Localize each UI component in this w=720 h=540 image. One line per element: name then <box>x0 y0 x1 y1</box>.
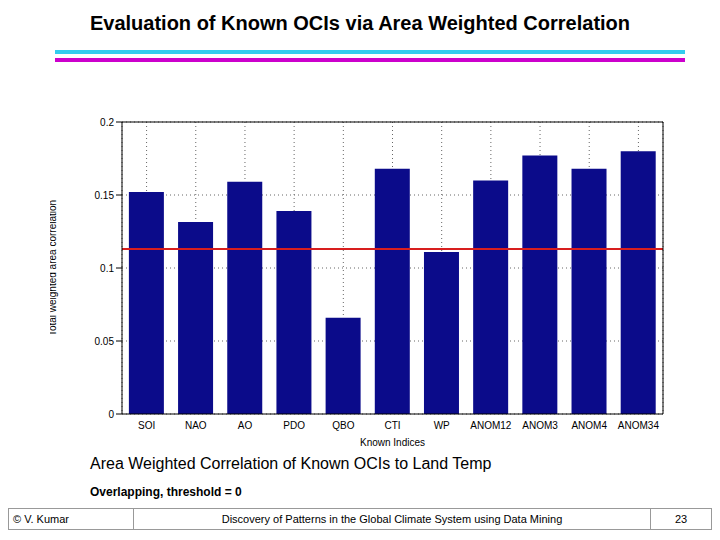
svg-text:PDO: PDO <box>283 420 305 431</box>
html-text:Evaluation of Known OCIs via A: Evaluation of Known OCIs via Area Weight… <box>90 12 630 34</box>
html-text:23: 23 <box>674 513 688 525</box>
svg-text:AO: AO <box>238 420 253 431</box>
svg-text:0.2: 0.2 <box>100 117 114 128</box>
svg-text:0.05: 0.05 <box>95 336 115 347</box>
svg-text:Total weighted area correlatio: Total weighted area correlation <box>50 200 58 336</box>
svg-text:QBO: QBO <box>332 420 354 431</box>
svg-text:ANOM12: ANOM12 <box>470 420 512 431</box>
svg-text:0.15: 0.15 <box>95 190 115 201</box>
svg-text:ANOM34: ANOM34 <box>618 420 660 431</box>
svg-text:Known Indices: Known Indices <box>360 437 425 448</box>
svg-text:SOI: SOI <box>138 420 155 431</box>
html-text:Discovery of Patterns in the G: Discovery of Patterns in the Global Clim… <box>221 513 563 525</box>
svg-text:NAO: NAO <box>185 420 207 431</box>
svg-text:CTI: CTI <box>384 420 400 431</box>
svg-text:WP: WP <box>434 420 450 431</box>
html-text:Area Weighted Correlation of K: Area Weighted Correlation of Known OCIs … <box>90 455 492 472</box>
html-text:© V. Kumar: © V. Kumar <box>13 513 69 525</box>
svg-text:0: 0 <box>108 409 114 420</box>
svg-text:0.1: 0.1 <box>100 263 114 274</box>
svg-text:ANOM4: ANOM4 <box>571 420 607 431</box>
html-text:Overlapping, threshold = 0: Overlapping, threshold = 0 <box>90 485 242 499</box>
svg-text:ANOM3: ANOM3 <box>522 420 558 431</box>
